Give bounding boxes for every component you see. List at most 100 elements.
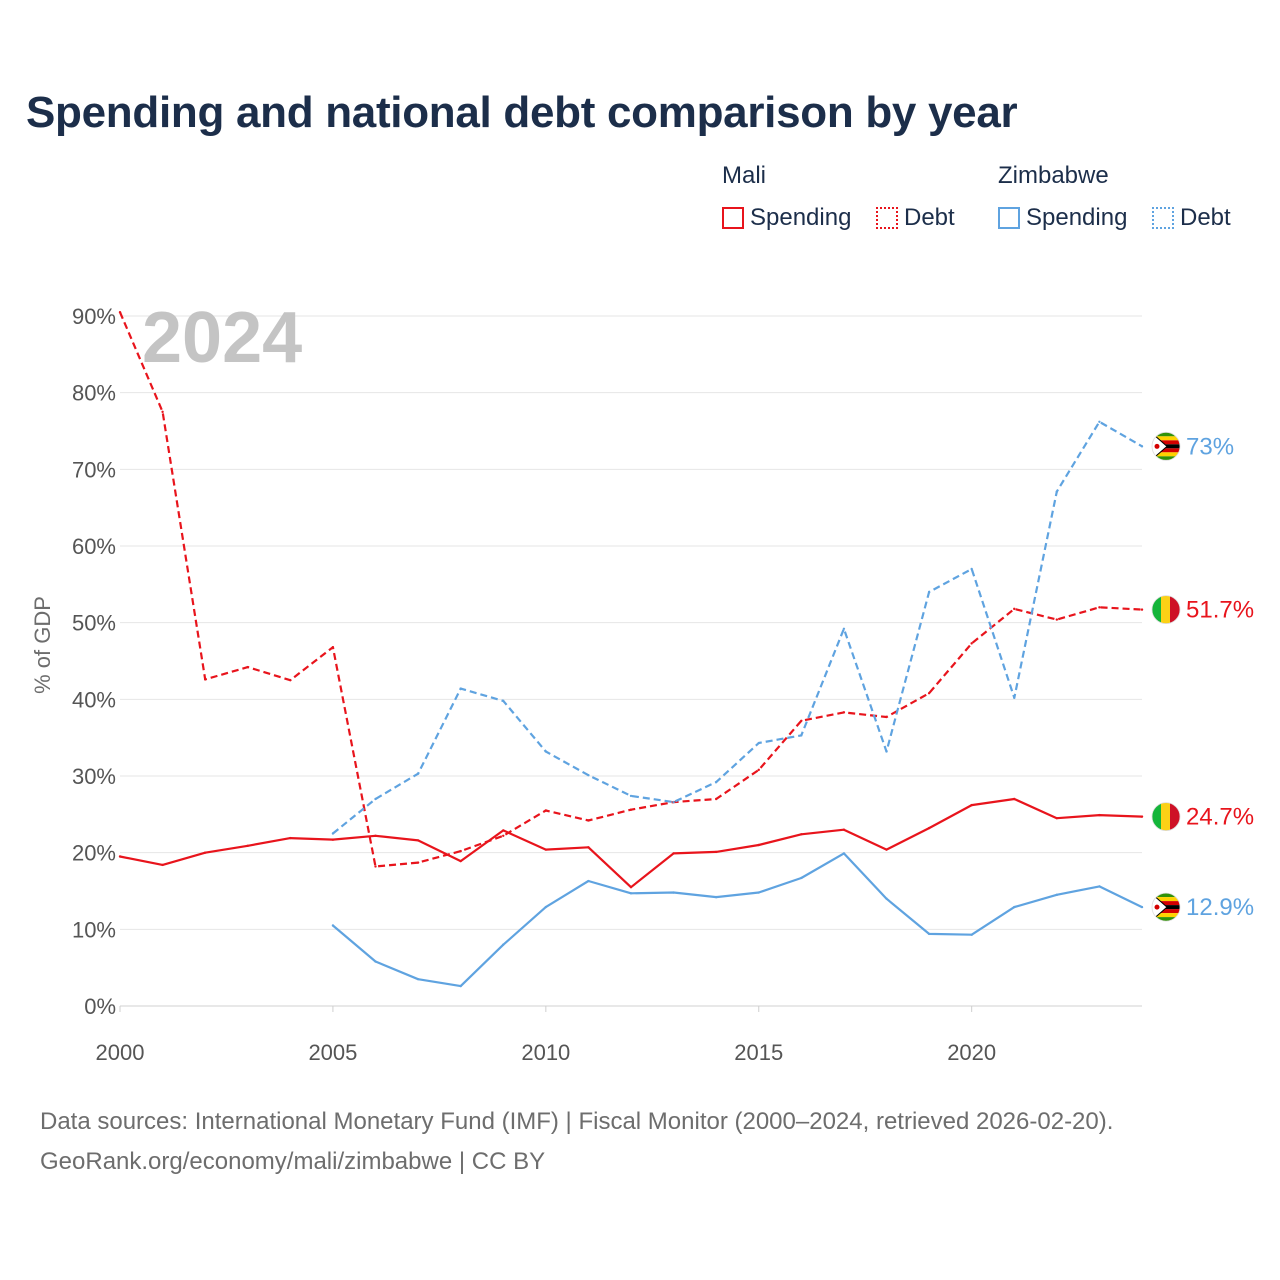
data-point xyxy=(502,829,505,832)
data-point xyxy=(459,849,462,853)
data-point xyxy=(970,567,973,571)
data-point xyxy=(1013,696,1016,699)
data-point xyxy=(1098,606,1101,609)
data-point xyxy=(1140,445,1144,448)
data-point xyxy=(714,850,718,854)
series-lines xyxy=(118,310,1144,988)
data-point xyxy=(416,772,420,775)
data-point xyxy=(672,852,675,855)
legend-zimbabwe-spending-swatch xyxy=(998,207,1020,229)
series-line-zimbabwe-debt[interactable] xyxy=(332,420,1143,835)
data-point xyxy=(927,692,931,695)
data-point xyxy=(1098,420,1101,423)
data-point xyxy=(374,865,377,868)
data-point xyxy=(842,627,846,630)
data-point xyxy=(544,750,548,753)
data-point xyxy=(800,876,803,880)
data-point xyxy=(1013,607,1016,611)
data-point xyxy=(587,819,590,822)
data-point xyxy=(1098,885,1101,888)
zimbabwe-flag-icon xyxy=(1152,432,1180,461)
data-point xyxy=(544,848,548,851)
data-point xyxy=(800,833,803,836)
data-point xyxy=(1013,797,1016,801)
y-tick-label: 0% xyxy=(84,994,116,1019)
data-point xyxy=(629,892,633,895)
flag-outline xyxy=(1151,595,1181,625)
data-point xyxy=(885,848,888,851)
data-point xyxy=(1013,905,1016,909)
data-point xyxy=(1140,608,1144,611)
end-value-label: 24.7% xyxy=(1186,804,1254,831)
y-tick-label: 10% xyxy=(72,917,116,942)
watermark-year: 2024 xyxy=(142,298,302,378)
data-point xyxy=(374,960,377,963)
data-point xyxy=(587,774,590,777)
axes: 0% 10% 20% 30% 40% 50% 60% 70% 80% 90% 2000 2005 201… xyxy=(72,304,996,1065)
legend-zimbabwe-spending-label: Spending xyxy=(1026,204,1128,231)
data-point xyxy=(757,768,760,772)
data-point xyxy=(927,590,931,594)
y-tick-label: 90% xyxy=(72,304,116,329)
y-tick-label: 30% xyxy=(72,764,116,789)
y-tick-label: 70% xyxy=(72,457,116,482)
data-point xyxy=(289,836,292,840)
data-point xyxy=(416,861,420,864)
legend-mali-debt[interactable]: Debt xyxy=(876,204,955,232)
legend-mali-debt-label: Debt xyxy=(904,204,955,231)
legend-mali-title: Mali xyxy=(722,162,767,189)
data-point xyxy=(459,859,462,863)
data-point xyxy=(459,687,462,690)
legend-zimbabwe-spending[interactable]: Spending xyxy=(998,204,1127,232)
data-point xyxy=(161,863,164,867)
data-point xyxy=(246,665,249,669)
data-point xyxy=(885,750,888,753)
x-tick-label: 2020 xyxy=(947,1040,996,1065)
data-point xyxy=(970,933,973,936)
data-point xyxy=(118,855,122,858)
end-value-label: 73% xyxy=(1186,433,1234,460)
data-point xyxy=(757,843,760,847)
series-line-mali-spending[interactable] xyxy=(119,797,1143,889)
legend-zimbabwe-title: Zimbabwe xyxy=(998,162,1109,189)
legend-mali-spending-label: Spending xyxy=(750,204,852,231)
data-point xyxy=(459,984,462,988)
x-tick-label: 2010 xyxy=(521,1040,570,1065)
data-point xyxy=(289,678,292,682)
legend-zimbabwe-debt[interactable]: Debt xyxy=(1152,204,1231,232)
grid-lines xyxy=(120,315,1142,1007)
end-labels: 51.7% 24.7% 73% 12.9% xyxy=(1186,433,1254,921)
legend-zimbabwe-debt-swatch xyxy=(1152,207,1174,229)
data-point xyxy=(1055,816,1059,820)
data-point xyxy=(161,410,164,414)
data-point xyxy=(331,838,335,841)
y-tick-label: 50% xyxy=(72,611,116,636)
end-flags xyxy=(1151,431,1181,922)
legend-mali-spending[interactable]: Spending xyxy=(722,204,851,232)
data-point xyxy=(842,828,846,831)
series-line-mali-debt[interactable] xyxy=(118,311,1143,868)
data-point xyxy=(1055,893,1059,897)
x-tick-label: 2015 xyxy=(734,1040,783,1065)
end-value-label: 51.7% xyxy=(1186,597,1254,624)
data-point xyxy=(502,943,505,946)
legend-mali-spending-swatch xyxy=(722,207,744,229)
data-point xyxy=(842,711,846,714)
data-point xyxy=(203,851,207,854)
data-point xyxy=(842,852,846,855)
data-point xyxy=(714,895,718,899)
series-line-zimbabwe-spending[interactable] xyxy=(332,852,1143,988)
data-point xyxy=(714,780,718,784)
data-point xyxy=(331,924,335,927)
chart-title: Spending and national debt comparison by… xyxy=(26,88,1018,137)
flag-outline xyxy=(1151,892,1181,922)
data-point xyxy=(502,834,505,837)
end-value-label: 12.9% xyxy=(1186,894,1254,921)
data-point xyxy=(757,741,760,745)
data-point xyxy=(502,699,505,703)
y-tick-label: 20% xyxy=(72,841,116,866)
data-point xyxy=(629,885,633,889)
legend-mali-debt-swatch xyxy=(876,207,898,229)
footer-attribution[interactable]: GeoRank.org/economy/mali/zimbabwe | CC B… xyxy=(40,1148,546,1175)
